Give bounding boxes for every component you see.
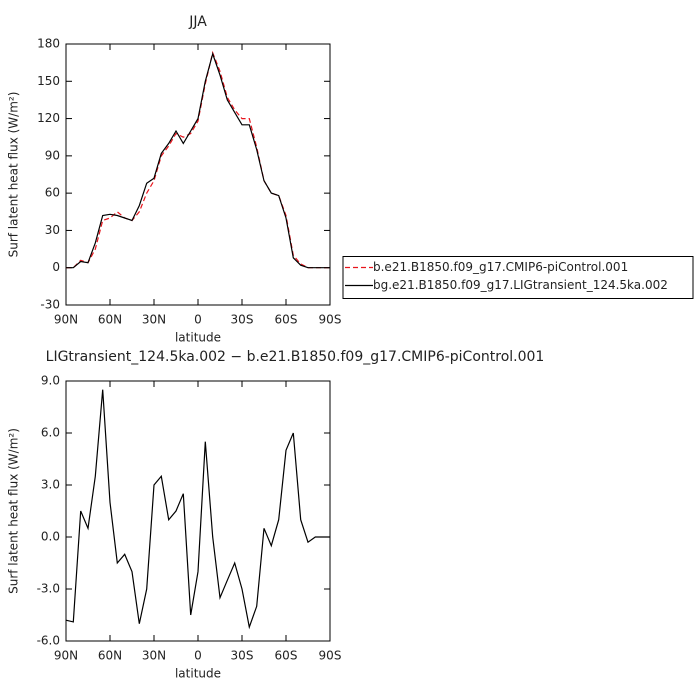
- x-tick-label: 30N: [142, 649, 166, 663]
- y-axis-label: Surf latent heat flux (W/m²): [7, 428, 21, 594]
- chart-title: LIGtransient_124.5ka.002 − b.e21.B1850.f…: [46, 349, 545, 365]
- legend-label: bg.e21.B1850.f09_g17.LIGtransient_124.5k…: [373, 278, 668, 292]
- y-tick-label: 0: [52, 260, 60, 274]
- y-tick-label: 30: [45, 223, 60, 237]
- x-tick-label: 60N: [98, 649, 122, 663]
- y-tick-label: -3.0: [37, 582, 60, 596]
- series-line: [66, 50, 330, 269]
- x-tick-label: 90N: [54, 649, 78, 663]
- x-tick-label: 30S: [231, 649, 254, 663]
- y-tick-label: 90: [45, 148, 60, 162]
- x-axis-label: latitude: [175, 667, 221, 681]
- plot-frame: [65, 43, 331, 306]
- legend-box: [342, 256, 694, 299]
- y-tick-label: 120: [37, 111, 60, 125]
- x-tick-label: 30S: [231, 313, 254, 327]
- x-tick-label: 60S: [275, 649, 298, 663]
- x-tick-label: 0: [194, 313, 202, 327]
- x-tick-label: 90S: [319, 313, 342, 327]
- y-tick-label: 6.0: [41, 426, 60, 440]
- plot-frame: [65, 380, 331, 642]
- y-tick-label: 180: [37, 37, 60, 51]
- x-axis-label: latitude: [175, 331, 221, 345]
- x-tick-label: 90N: [54, 313, 78, 327]
- y-tick-label: 60: [45, 186, 60, 200]
- y-tick-label: 9.0: [41, 374, 60, 388]
- x-tick-label: 60S: [275, 313, 298, 327]
- legend-label: b.e21.B1850.f09_g17.CMIP6-piControl.001: [373, 260, 628, 274]
- x-tick-label: 30N: [142, 313, 166, 327]
- x-tick-label: 60N: [98, 313, 122, 327]
- y-tick-label: -6.0: [37, 634, 60, 648]
- y-tick-label: 3.0: [41, 478, 60, 492]
- y-tick-label: -30: [40, 298, 60, 312]
- x-tick-label: 0: [194, 649, 202, 663]
- y-tick-label: 0.0: [41, 530, 60, 544]
- series-line: [65, 389, 330, 630]
- y-tick-label: 150: [37, 74, 60, 88]
- y-axis-label: Surf latent heat flux (W/m²): [7, 92, 21, 258]
- chart-title: JJA: [188, 14, 207, 30]
- x-tick-label: 90S: [319, 649, 342, 663]
- series-line: [66, 51, 330, 269]
